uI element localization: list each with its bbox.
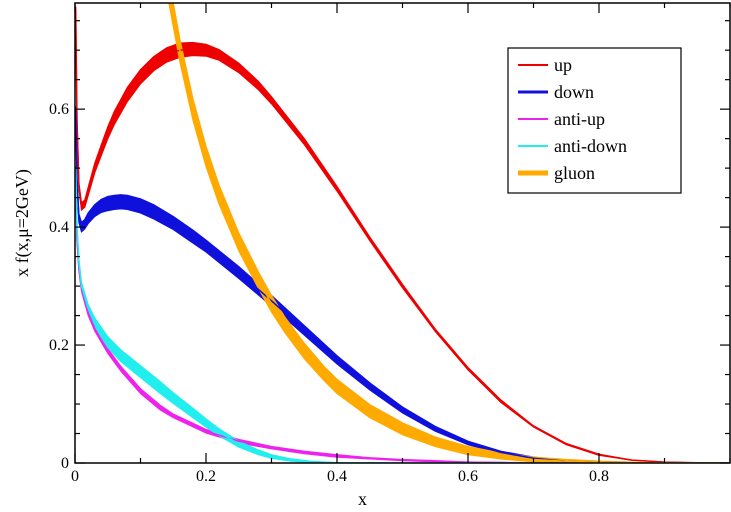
x-tick-label: 0.4 (327, 468, 347, 485)
legend-label: gluon (554, 163, 595, 183)
series-band-anti-up (75, 177, 730, 463)
legend: up down anti-up anti-down gluon (507, 47, 682, 194)
x-tick-label: 0.2 (196, 468, 216, 485)
series-band-anti-down (75, 165, 730, 463)
y-tick-label: 0.4 (49, 219, 69, 236)
legend-label: anti-down (554, 136, 627, 156)
legend-label: down (554, 82, 594, 102)
y-tick-label: 0.6 (49, 101, 69, 118)
x-axis-ticks: 0 0.2 0.4 0.6 0.8 (71, 3, 731, 485)
x-axis-label: x (358, 489, 367, 509)
x-tick-label: 0.8 (589, 468, 609, 485)
y-tick-label: 0 (61, 455, 69, 472)
series-line-down (75, 109, 730, 463)
x-tick-label: 0.6 (458, 468, 478, 485)
x-tick-label: 0 (71, 468, 79, 485)
legend-label: anti-up (554, 109, 605, 129)
series-line-anti-down (75, 168, 730, 463)
legend-label: up (554, 55, 572, 75)
series-line-up (75, 8, 730, 463)
legend-box (507, 47, 682, 194)
y-axis-label: x f(x,μ=2GeV) (12, 169, 33, 277)
y-tick-label: 0.2 (49, 337, 69, 354)
y-axis-ticks: 0 0.2 0.4 0.6 (49, 20, 730, 472)
